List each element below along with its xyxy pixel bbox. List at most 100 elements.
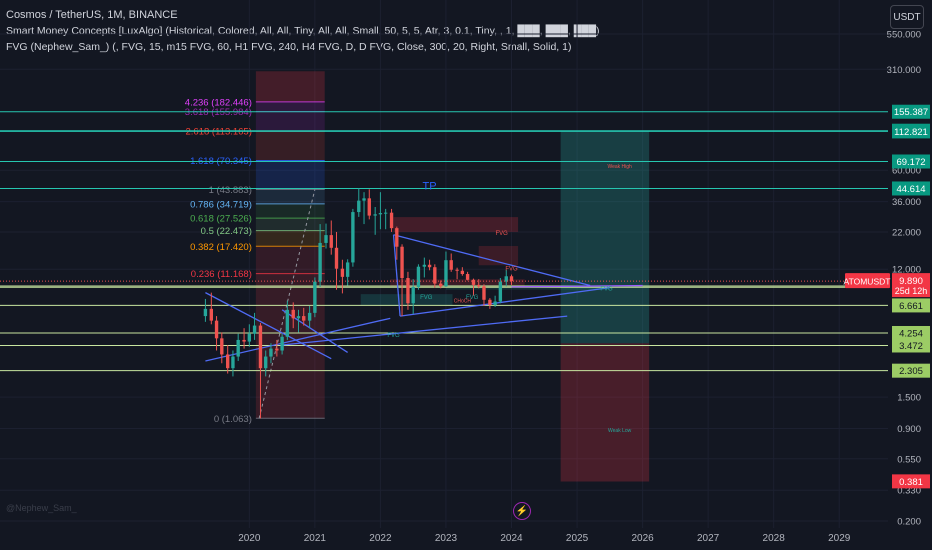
candle-body <box>373 214 377 216</box>
candle-body <box>367 198 371 216</box>
chart-annotation: FVG <box>420 295 433 301</box>
chart-title: Cosmos / TetherUS, 1M, BINANCE <box>6 9 178 21</box>
candle-body <box>493 301 497 306</box>
chart-annotation: FVG <box>466 295 479 301</box>
last-price-value: 9.890 <box>899 276 923 287</box>
x-axis-tick-label: 2024 <box>500 533 523 544</box>
projection-stop-box <box>560 343 650 482</box>
price-badge <box>892 363 930 378</box>
y-axis-tick-label: 12.000 <box>892 265 921 276</box>
candle-body <box>209 308 213 321</box>
candle-body <box>504 276 508 282</box>
candle-body <box>345 262 350 277</box>
x-axis-tick-label: 2023 <box>435 533 458 544</box>
candle-body <box>231 356 235 369</box>
price-badge-label: 155.387 <box>894 107 928 118</box>
candle-body <box>460 270 465 275</box>
candle-body <box>280 336 284 351</box>
chart-annotation: CHoCH <box>454 298 472 304</box>
chart-annotation: Weak High <box>607 164 632 170</box>
x-axis-tick-label: 2020 <box>238 533 261 544</box>
candle-body <box>509 276 514 282</box>
candle-body <box>313 281 317 313</box>
trend-line <box>399 286 610 317</box>
candle-body <box>357 200 361 213</box>
fib-zone <box>255 71 325 102</box>
fib-level-label: 0.382 (17.420) <box>190 242 252 253</box>
fib-zone <box>255 246 325 274</box>
trend-line <box>282 315 568 346</box>
candle-body <box>439 283 443 287</box>
candle-body <box>416 266 421 287</box>
candle-body <box>471 279 476 285</box>
candle-body <box>302 316 306 321</box>
candle-body <box>318 242 322 282</box>
candle-body <box>378 213 383 215</box>
fib-level-label: 0 (1.063) <box>214 414 252 425</box>
fib-level-label: 2.618 (113.165) <box>186 127 252 138</box>
candle-body <box>389 212 394 229</box>
price-badge-label: 6.661 <box>899 301 923 312</box>
x-axis-tick-label: 2025 <box>566 533 589 544</box>
trend-line <box>205 292 332 360</box>
candle-body <box>498 281 503 302</box>
y-axis-tick-label: 22.000 <box>892 227 921 238</box>
fib-zone <box>255 131 325 161</box>
candle-body <box>329 235 333 248</box>
fib-level-label: 1 (43.883) <box>209 185 252 196</box>
candle-body <box>411 286 415 304</box>
candle-body <box>307 312 312 321</box>
symbol-badge[interactable] <box>845 273 890 289</box>
price-badge <box>892 325 930 340</box>
candle-body <box>383 212 388 214</box>
candle-body <box>264 356 268 369</box>
chart-annotation: FVG <box>505 266 518 272</box>
y-axis-tick-label: 0.550 <box>897 454 921 465</box>
candle-body <box>340 268 345 277</box>
chart-annotation: Weak Low <box>608 428 632 434</box>
candle-body <box>296 316 301 319</box>
x-axis-tick-label: 2026 <box>631 533 654 544</box>
trend-line <box>511 284 643 288</box>
chart-annotation: FVG <box>600 286 613 292</box>
fib-zone <box>255 203 325 219</box>
candle-body <box>488 299 492 306</box>
candle-body <box>351 212 355 263</box>
last-price-badge <box>892 273 930 298</box>
y-axis-tick-label: 60.000 <box>892 166 921 177</box>
x-axis-tick-label: 2027 <box>697 533 720 544</box>
x-axis-tick-label: 2029 <box>828 533 851 544</box>
fib-level-label: 3.618 (155.984) <box>185 107 252 118</box>
candle-body <box>422 264 427 267</box>
fib-level-label: 0.5 (22.473) <box>201 226 252 237</box>
lightning-icon[interactable]: ⚡ <box>513 502 531 520</box>
candle-body <box>247 333 252 342</box>
currency-button[interactable]: USDT <box>890 5 924 29</box>
x-axis-tick-label: 2028 <box>763 533 786 544</box>
y-axis-tick-label: 0.200 <box>897 517 921 528</box>
x-axis-tick-label: 2021 <box>304 533 327 544</box>
trend-line <box>205 317 391 362</box>
candle-body <box>214 320 219 339</box>
candle-body <box>226 354 230 369</box>
fib-zone <box>255 230 325 247</box>
price-badge <box>892 104 930 119</box>
fvg-zone-bearish <box>390 279 525 287</box>
fib-zone <box>255 160 325 190</box>
trend-line <box>392 234 401 317</box>
candle-body <box>252 325 257 334</box>
trend-line <box>393 234 591 287</box>
fib-zone <box>255 101 325 112</box>
candle-body <box>258 325 263 369</box>
chart-annotation: FVG <box>496 231 509 237</box>
candle-body <box>362 198 366 201</box>
price-badge-label: 4.254 <box>899 328 923 339</box>
indicator-fvg-legend[interactable]: FVG (Nephew_Sam_) (, FVG, 15, m15 FVG, 6… <box>6 41 572 53</box>
y-axis-tick-label: 0.330 <box>897 486 921 497</box>
price-badge-label: 3.472 <box>899 341 923 352</box>
y-axis-tick-label: 0.900 <box>897 424 921 435</box>
fvg-zone-bearish <box>478 246 519 266</box>
y-axis-tick-label: 550.000 <box>887 30 921 41</box>
